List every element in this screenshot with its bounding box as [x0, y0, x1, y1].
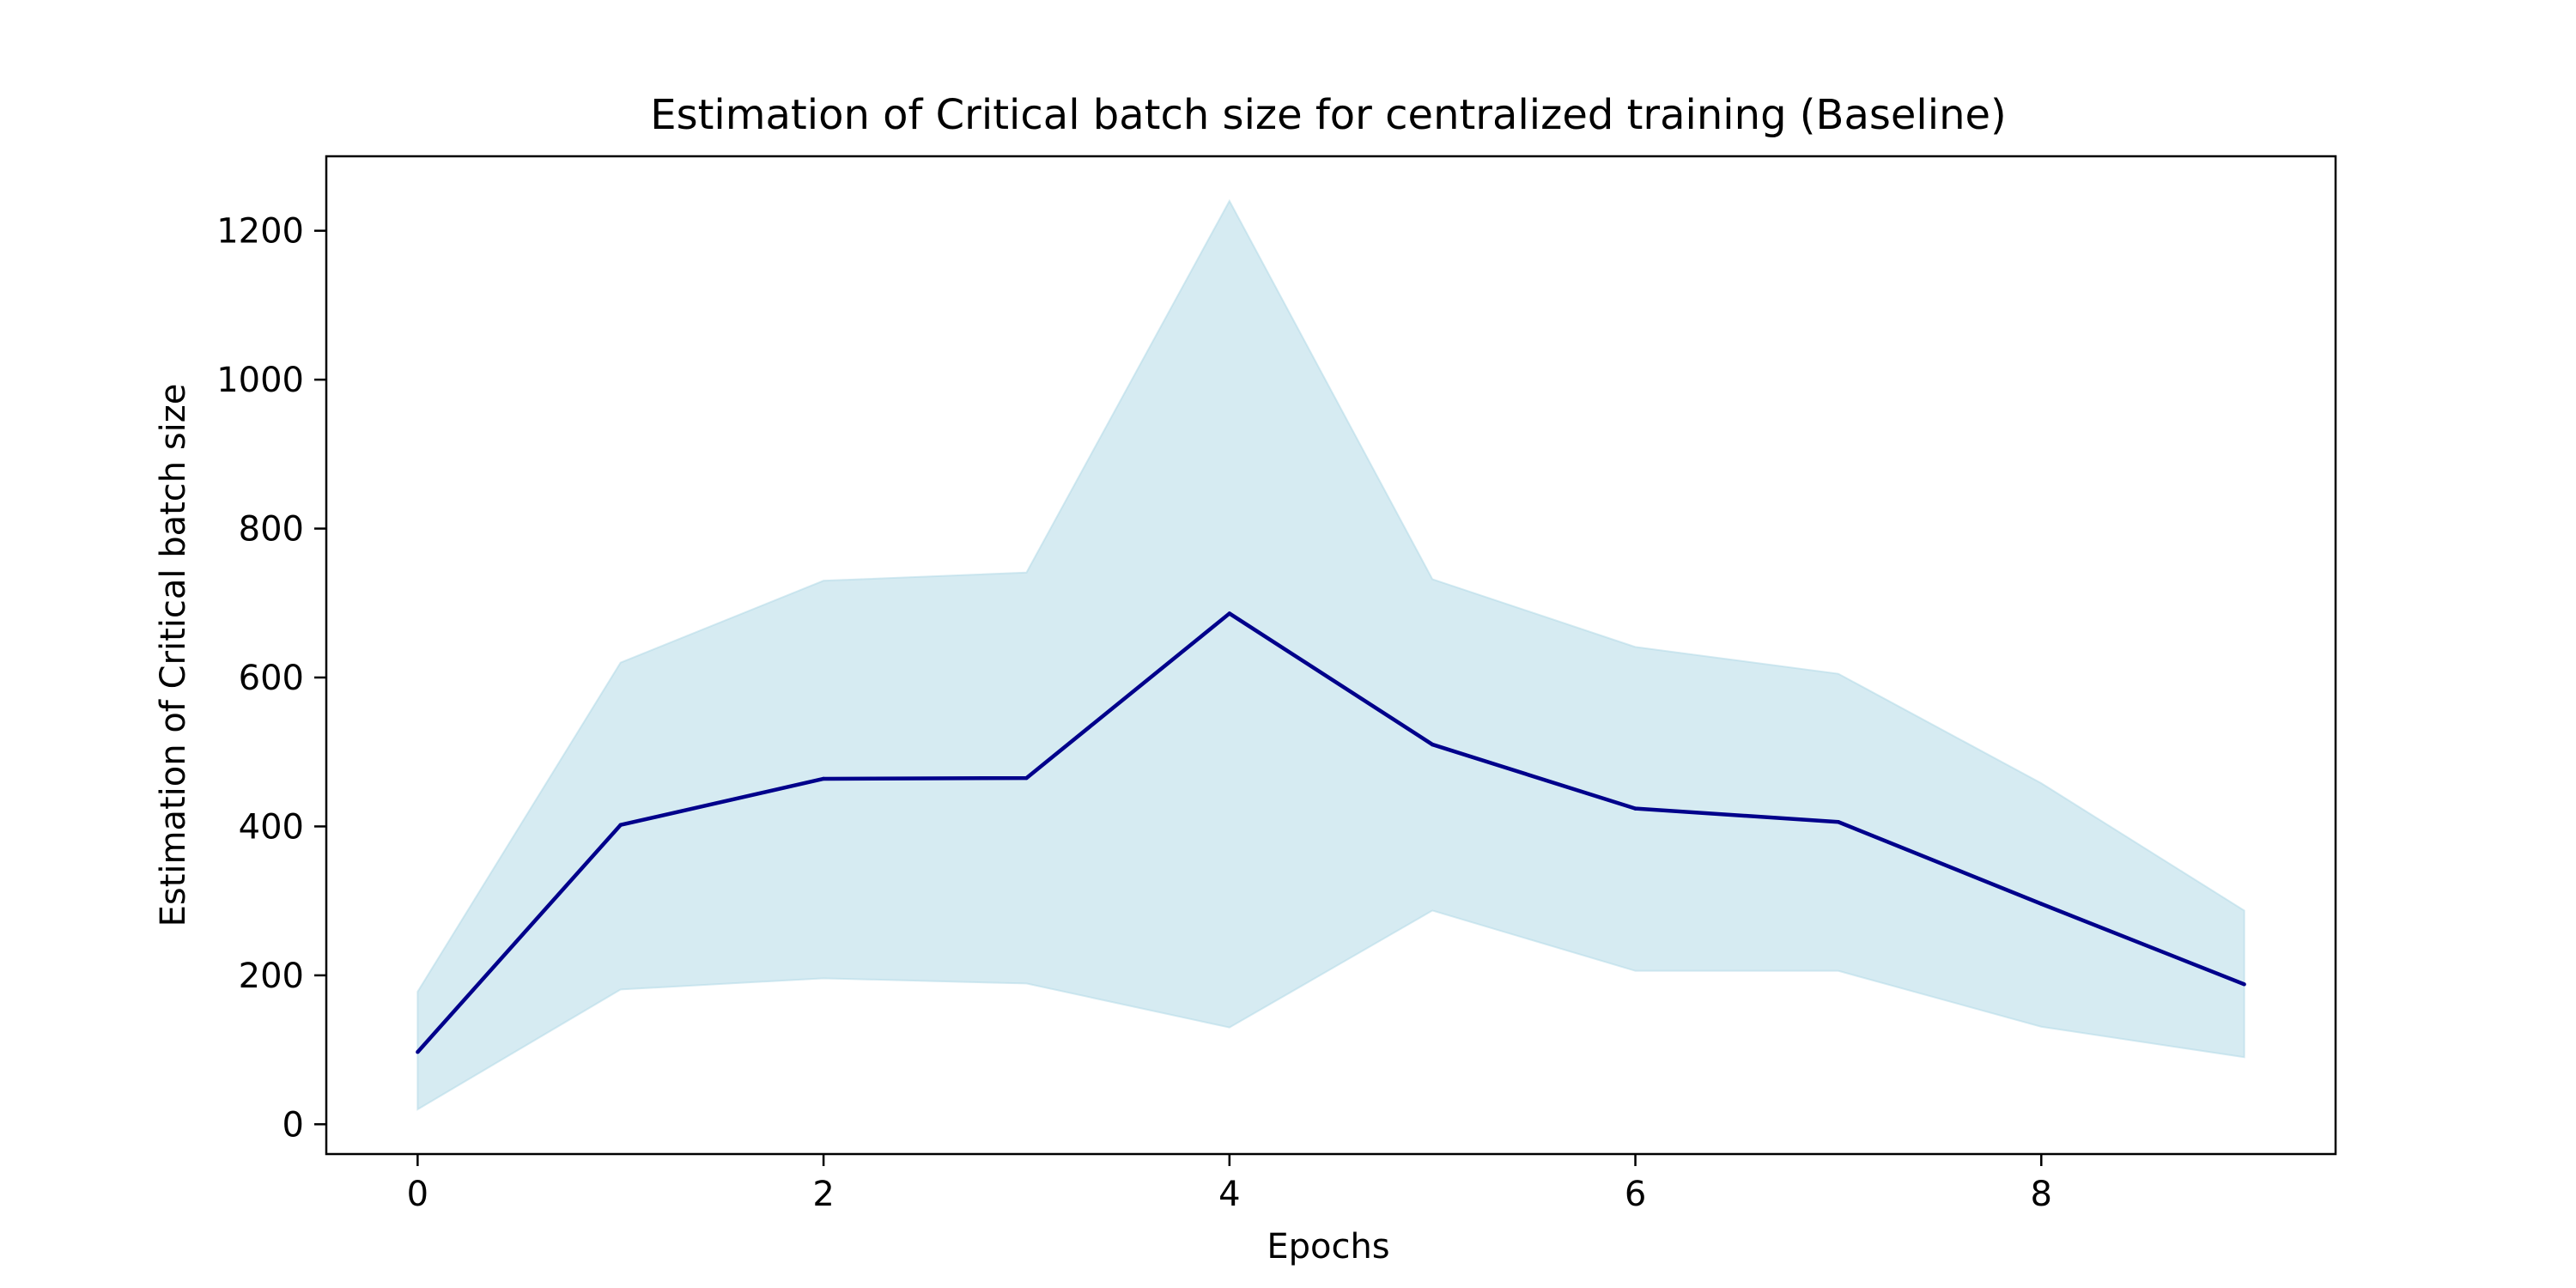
y-axis: 0 200 400 600 800 1000 1200: [216, 212, 326, 1145]
data-point: [618, 823, 623, 827]
y-tick-label: 200: [239, 957, 304, 996]
data-point: [1227, 611, 1232, 616]
x-axis-label: Epochs: [1267, 1227, 1389, 1267]
y-tick-label: 0: [283, 1105, 304, 1145]
x-tick-label: 8: [2031, 1175, 2052, 1214]
y-tick-label: 1200: [216, 212, 304, 252]
axes-frame: [325, 155, 2337, 1156]
x-tick-label: 6: [1625, 1175, 1646, 1214]
data-point: [821, 776, 826, 781]
y-tick-label: 800: [239, 510, 304, 550]
chart-title: Estimation of Critical batch size for ce…: [650, 91, 2007, 139]
data-point: [1024, 775, 1029, 781]
x-tick-label: 2: [812, 1175, 834, 1214]
data-point: [1633, 806, 1637, 811]
x-axis: 0 2 4 6 8: [407, 1154, 2052, 1214]
y-tick-label: 600: [239, 659, 304, 698]
y-tick-label: 1000: [216, 361, 304, 400]
series-line: [416, 611, 2245, 1054]
data-point: [1430, 742, 1435, 747]
data-point: [1836, 820, 1841, 824]
y-axis-label: Estimation of Critical batch size: [154, 384, 193, 927]
y-tick-label: 400: [239, 807, 304, 847]
plot-area: [416, 198, 2246, 1111]
confidence-band: [416, 198, 2245, 1111]
x-tick-label: 0: [407, 1175, 428, 1214]
data-point: [416, 1049, 420, 1054]
x-tick-label: 4: [1218, 1175, 1240, 1214]
data-point: [2039, 902, 2044, 906]
data-point: [2242, 982, 2246, 987]
